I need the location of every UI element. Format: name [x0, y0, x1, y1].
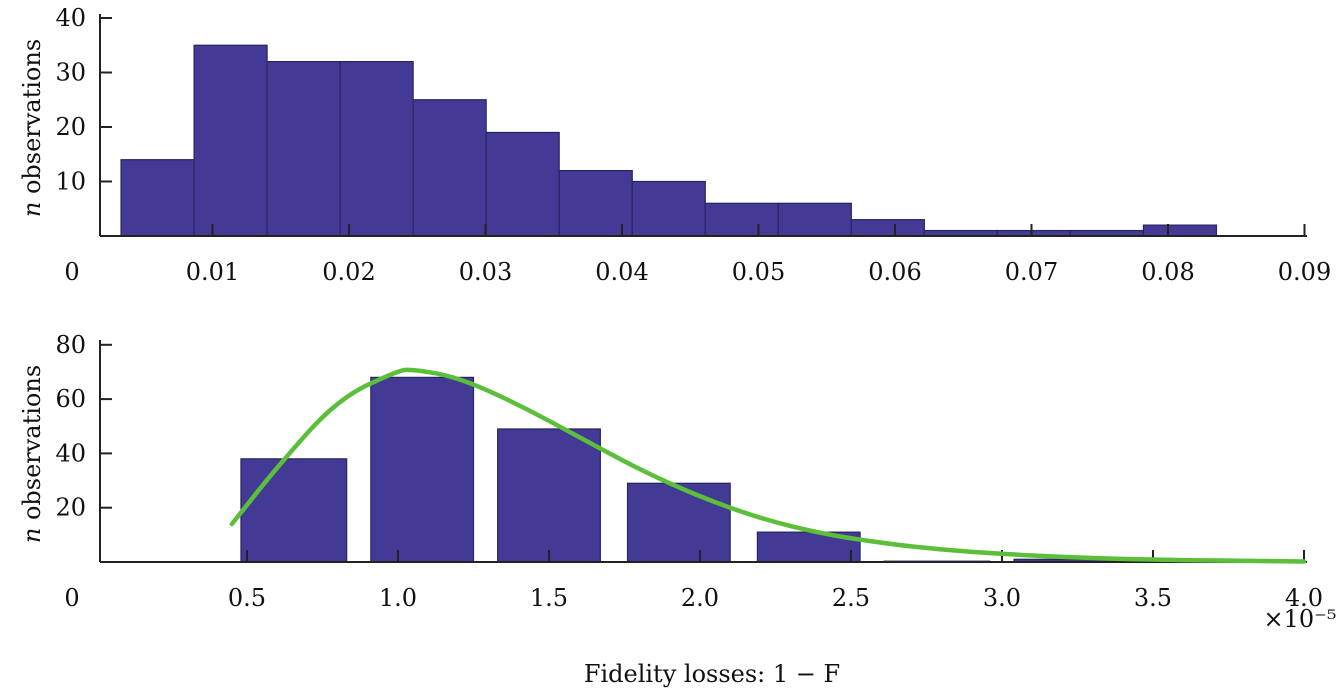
x-tick-label: 3.5 [1134, 584, 1172, 612]
histogram-bar [485, 131, 560, 237]
histogram-bar [497, 428, 601, 563]
histogram-bar [626, 482, 731, 563]
y-axis-title: n observations [18, 365, 46, 543]
y-axis-title: n observations [18, 39, 46, 217]
histogram-bar [558, 170, 633, 237]
histogram-bar [193, 44, 268, 237]
y-tick-label: 80 [55, 331, 86, 359]
y-axis-title-n: n [18, 528, 46, 543]
x-tick-label: 2.5 [832, 584, 870, 612]
y-axis-title-text: observations [18, 365, 46, 528]
x-tick-label: 0.02 [322, 258, 375, 286]
x-tick-label: 0.05 [732, 258, 785, 286]
y-tick-label: 10 [55, 168, 86, 196]
histogram-bar [1142, 224, 1218, 237]
x-tick-label: 2.0 [681, 584, 719, 612]
y-tick-label: 20 [55, 494, 86, 522]
x-tick-label: 0.08 [1141, 258, 1194, 286]
y-tick-label: 20 [55, 113, 86, 141]
x-tick-label: 0.06 [868, 258, 921, 286]
x-tick-label: 0.09 [1278, 258, 1331, 286]
x-tick-label: 0.01 [186, 258, 239, 286]
origin-label: 0 [64, 258, 79, 286]
histogram-bar [240, 458, 348, 563]
histogram-bar [266, 60, 341, 237]
x-tick-label: 0.04 [595, 258, 648, 286]
x-tick-label: 1.0 [379, 584, 417, 612]
histogram-bar [339, 60, 414, 237]
y-tick-label: 40 [55, 439, 86, 467]
x-axis-title: Fidelity losses: 1 − F [584, 660, 840, 688]
histogram-bar [850, 219, 925, 237]
histogram-bar [370, 376, 475, 563]
x-tick-label: 0.5 [228, 584, 266, 612]
fit-curve [229, 367, 1307, 564]
y-tick-label: 40 [55, 4, 86, 32]
y-tick-label: 60 [55, 385, 86, 413]
histogram-bar [412, 99, 487, 237]
y-tick-label: 30 [55, 59, 86, 87]
x-tick-label: 3.0 [983, 584, 1021, 612]
x-tick-label: 4.0 [1285, 584, 1323, 612]
x-multiplier-label: ×10⁻⁵ [1264, 605, 1337, 633]
x-tick-label: 1.5 [530, 584, 568, 612]
y-axis-title-n: n [18, 202, 46, 217]
origin-label: 0 [64, 584, 79, 612]
histogram-bar [777, 202, 852, 237]
histogram-bar [631, 180, 706, 237]
histogram-bar [704, 202, 779, 237]
x-tick-label: 0.03 [459, 258, 512, 286]
x-tick-label: 0.07 [1005, 258, 1058, 286]
y-axis-title-text: observations [18, 39, 46, 202]
histogram-bar [120, 159, 195, 237]
